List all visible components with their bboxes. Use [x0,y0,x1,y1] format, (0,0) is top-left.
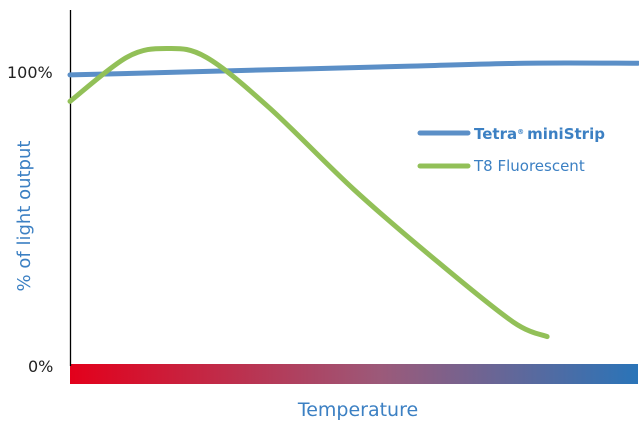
legend: Tetra® miniStrip T8 Fluorescent [417,125,605,175]
legend-label-t8-fluorescent: T8 Fluorescent [473,157,585,175]
series-line-t8-fluorescent [67,45,550,340]
registered-mark: ® [517,128,524,136]
y-tick-label-0: 0% [28,357,53,376]
temperature-gradient-bar [70,364,638,384]
y-tick-label-100: 100% [7,63,53,82]
legend-label-tetra-prefix: Tetra [474,125,517,143]
y-axis-label: % of light output [14,141,35,292]
legend-label-tetra-ministrip: Tetra® miniStrip [474,125,605,143]
series-line-tetra-ministrip [67,60,639,78]
x-axis-label: Temperature [297,399,418,421]
legend-label-tetra-suffix: miniStrip [527,125,605,143]
